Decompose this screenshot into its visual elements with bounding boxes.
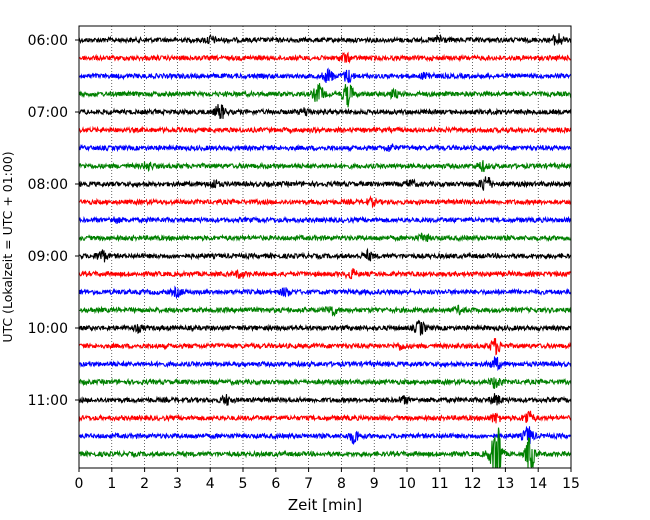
x-tick-label: 7: [304, 476, 313, 492]
seismic-trace: [79, 143, 571, 153]
seismic-trace: [79, 410, 571, 424]
x-tick-label: 11: [431, 476, 449, 492]
x-tick-label: 2: [140, 476, 149, 492]
seismic-trace: [79, 338, 571, 356]
x-tick-label: 14: [529, 476, 547, 492]
seismic-trace: [79, 393, 571, 406]
seismic-trace: [79, 268, 571, 280]
seismic-trace: [79, 304, 571, 318]
x-tick-label: 6: [271, 476, 280, 492]
y-axis-label: UTC (Lokalzeit = UTC + 01:00): [0, 151, 15, 342]
y-tick-label: 06:00: [28, 33, 68, 49]
x-tick-label: 13: [496, 476, 514, 492]
seismic-trace: [79, 33, 571, 46]
seismic-trace: [79, 104, 571, 119]
plot-frame: [78, 25, 572, 469]
x-tick-label: 0: [75, 476, 84, 492]
y-tick-label: 10:00: [28, 321, 68, 337]
x-axis-ticks: 0 1 2 3 4 5 6 7 8 9 10 11 12 13 14 15: [75, 468, 580, 492]
seismic-trace: [79, 176, 571, 191]
x-tick-label: 15: [562, 476, 580, 492]
seismic-trace: [79, 194, 571, 209]
seismic-trace: [79, 51, 571, 64]
seismic-traces: [79, 33, 571, 468]
seismic-trace: [79, 83, 571, 108]
x-tick-label: 5: [239, 476, 248, 492]
y-tick-label: 07:00: [28, 105, 68, 121]
x-axis-label: Zeit [min]: [288, 496, 362, 514]
seismic-trace: [79, 247, 571, 263]
seismic-trace: [79, 319, 571, 336]
seismic-trace: [79, 160, 571, 173]
y-tick-label: 11:00: [28, 393, 68, 409]
seismic-trace: [79, 215, 571, 225]
x-tick-label: 9: [370, 476, 379, 492]
x-tick-label: 12: [464, 476, 482, 492]
seismic-trace: [79, 355, 571, 372]
x-tick-label: 8: [337, 476, 346, 492]
seismic-trace: [79, 125, 571, 135]
x-tick-label: 10: [398, 476, 416, 492]
seismic-trace: [79, 377, 571, 389]
seismic-trace: [79, 232, 571, 243]
x-tick-label: 3: [173, 476, 182, 492]
seismic-trace: [79, 427, 571, 468]
y-tick-label: 09:00: [28, 249, 68, 265]
x-tick-label: 4: [206, 476, 215, 492]
seismic-trace: [79, 425, 571, 446]
y-tick-label: 08:00: [28, 177, 68, 193]
seismic-trace: [79, 285, 571, 300]
seismic-trace: [79, 67, 571, 84]
y-axis-ticks: 06:00 07:00 08:00 09:00 10:00 11:00: [28, 33, 79, 409]
x-tick-label: 1: [107, 476, 116, 492]
